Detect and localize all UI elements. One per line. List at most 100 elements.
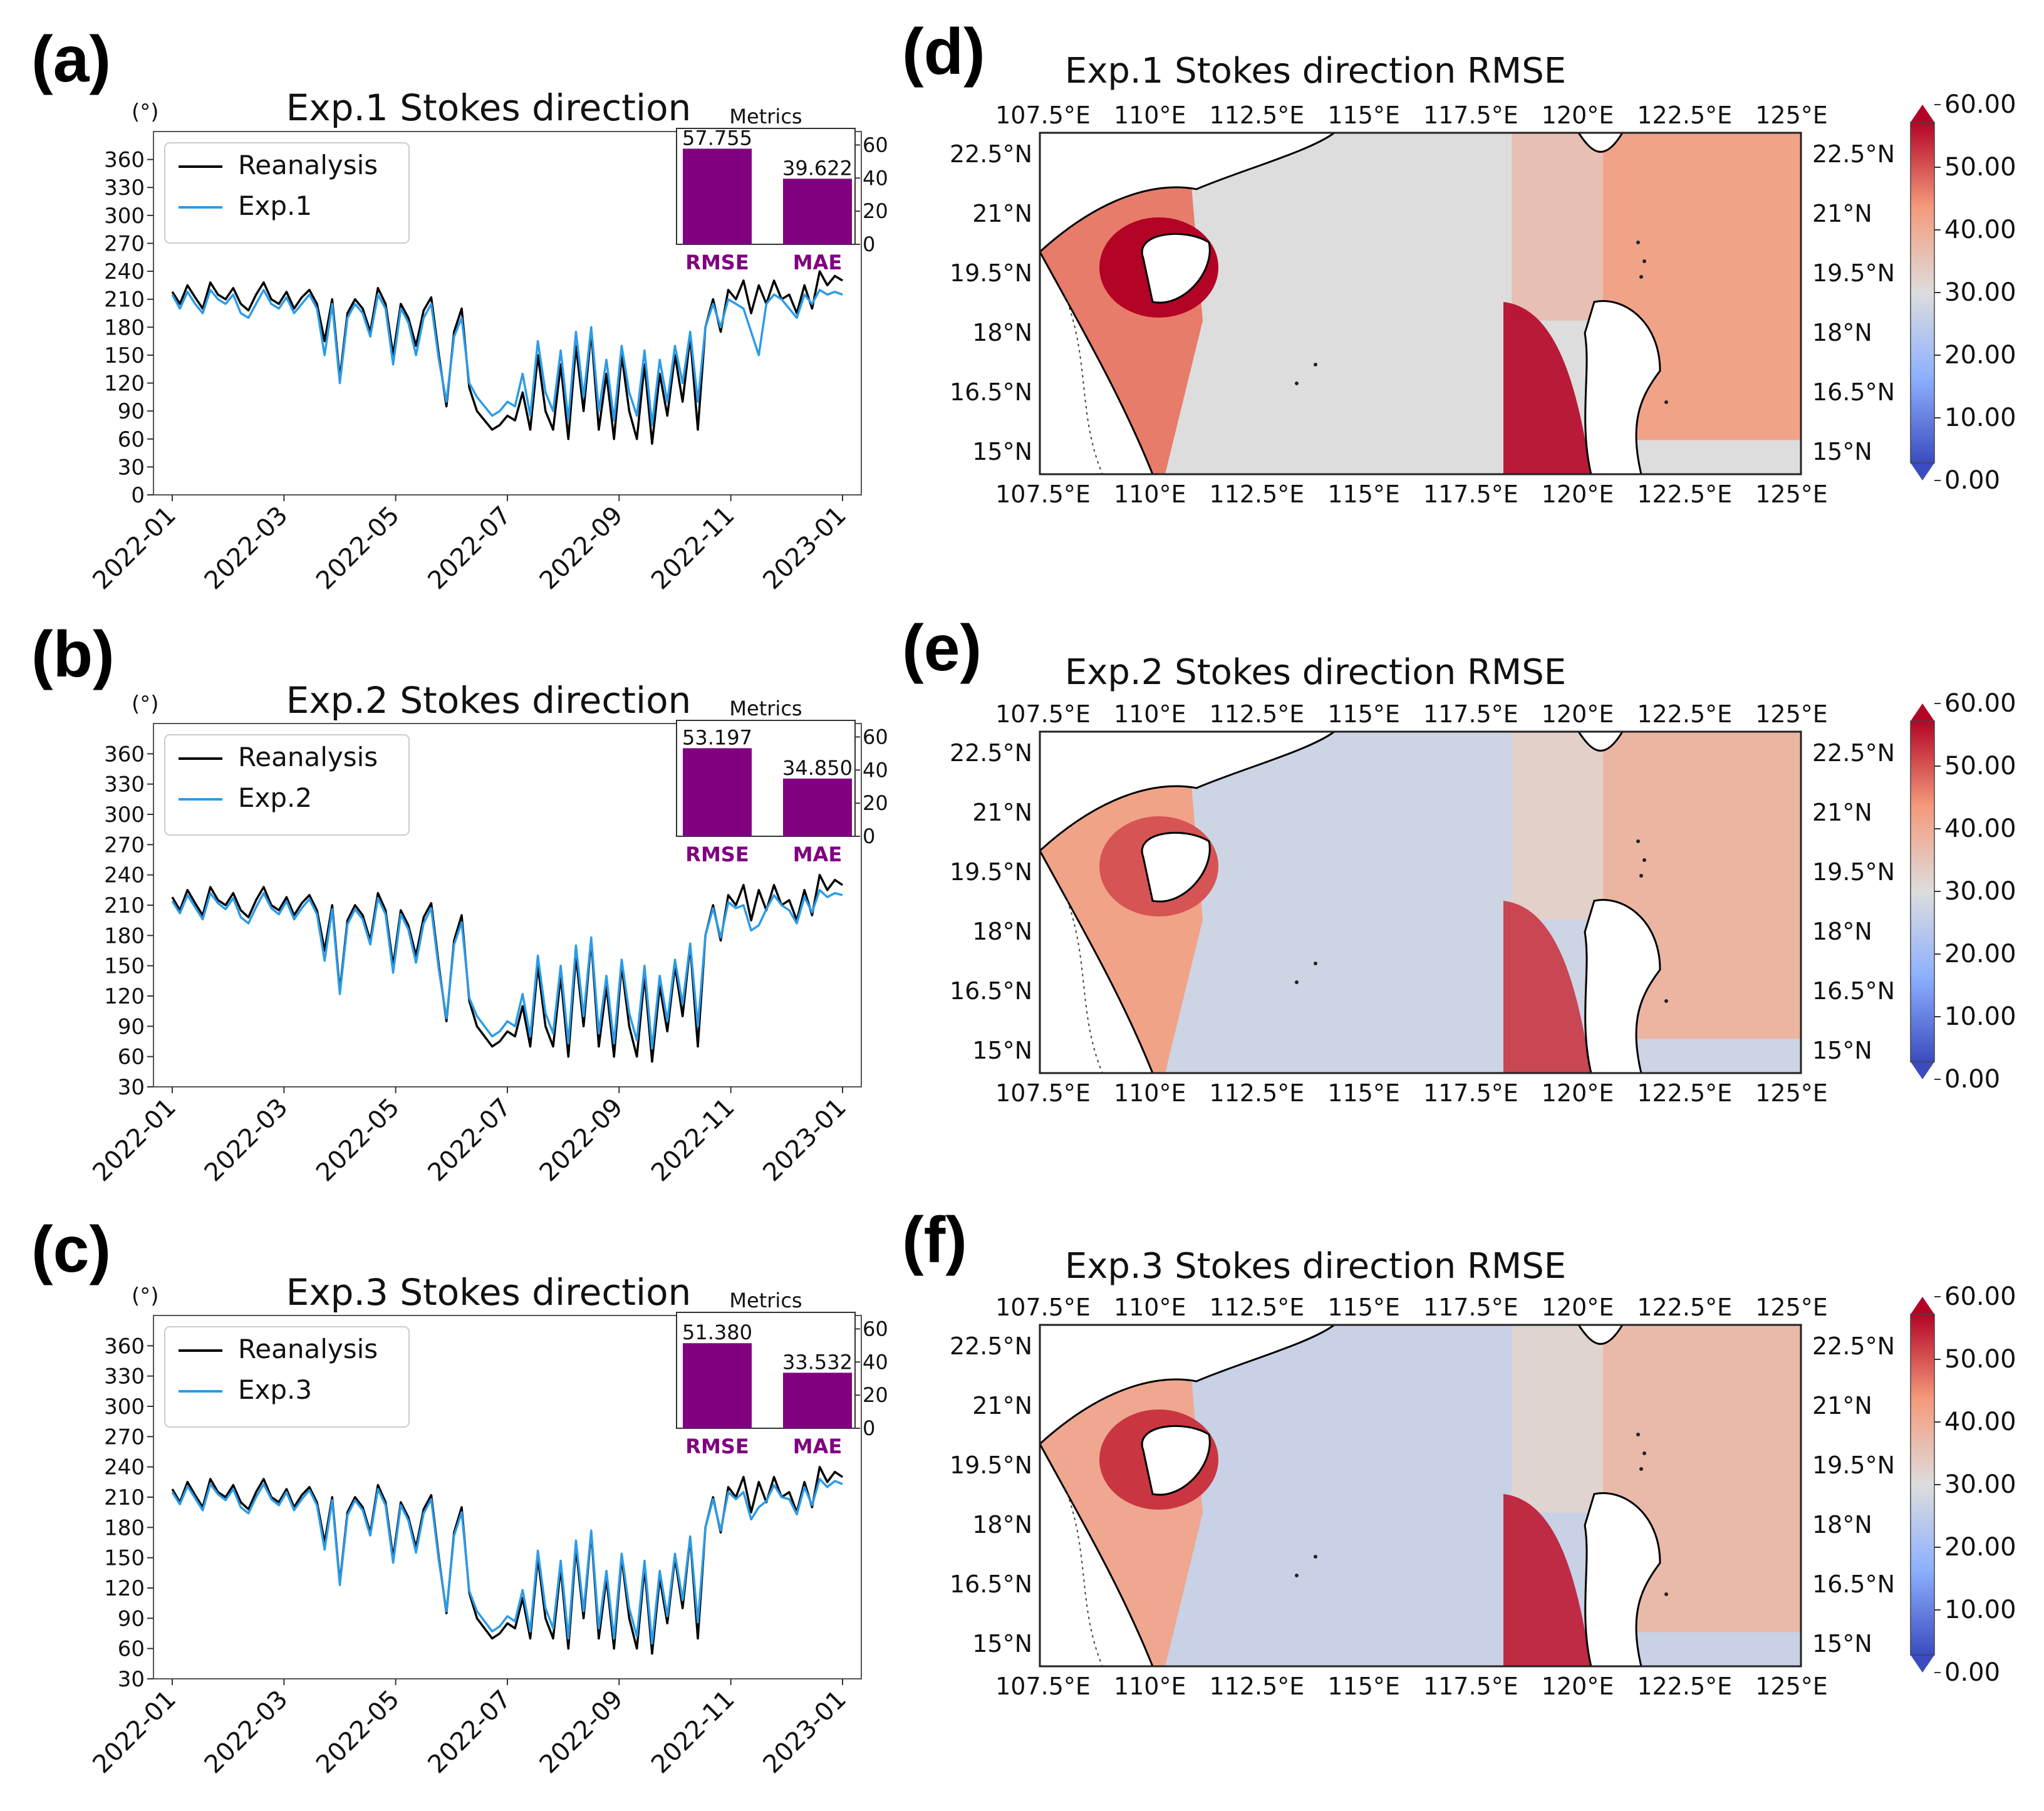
x-tick-label: 2023-01 bbox=[757, 501, 852, 596]
lat-tick-label-left: 19.5°N bbox=[950, 259, 1032, 287]
y-tick-label: 270 bbox=[104, 1424, 145, 1450]
chart-title: Exp.3 Stokes direction bbox=[286, 1271, 692, 1314]
panel-label: (e) bbox=[902, 612, 982, 685]
legend: Reanalysis Exp.2 bbox=[164, 734, 410, 836]
lon-tick-label-top: 112.5°E bbox=[1210, 1294, 1305, 1321]
colorbar-tick-label: 20.00 bbox=[1944, 341, 2016, 370]
x-tick-label: 2022-01 bbox=[87, 501, 182, 596]
y-tick-label: 120 bbox=[104, 371, 145, 397]
map-panel-2: (e) Exp.2 Stokes direction RMSE 107.5°E 107… bbox=[902, 612, 2016, 1107]
border-line bbox=[1064, 894, 1103, 1074]
border-line bbox=[1064, 1487, 1103, 1667]
metric-bar-mae bbox=[783, 778, 852, 836]
island-dot bbox=[1639, 275, 1643, 279]
y-tick-label: 330 bbox=[104, 772, 145, 797]
series-line-reanalysis bbox=[171, 1465, 843, 1655]
lon-tick-label-bottom: 115°E bbox=[1327, 480, 1400, 508]
colorbar-extend-min bbox=[1911, 1062, 1934, 1079]
colorbar-tick-label: 40.00 bbox=[1944, 1408, 2016, 1436]
island-dot bbox=[1639, 874, 1643, 878]
metrics-title: Metrics bbox=[729, 1289, 802, 1312]
metric-name-label: MAE bbox=[793, 843, 842, 866]
region-luzon-strait bbox=[1512, 1325, 1604, 1513]
x-tick-label: 2022-07 bbox=[422, 1093, 517, 1188]
land-luzon bbox=[1584, 899, 1661, 1074]
island-dot bbox=[1295, 980, 1299, 984]
series-line-reanalysis bbox=[171, 270, 843, 445]
lon-tick-label-top: 115°E bbox=[1327, 1294, 1400, 1321]
lat-tick-label-right: 19.5°N bbox=[1812, 1451, 1895, 1479]
metric-bar-rmse bbox=[683, 1343, 752, 1428]
x-tick-label: 2022-05 bbox=[311, 1093, 405, 1188]
y-unit-label: (°) bbox=[132, 100, 159, 125]
metric-name-label: RMSE bbox=[685, 251, 749, 274]
lat-tick-label-left: 15°N bbox=[972, 1037, 1032, 1064]
border-line bbox=[1064, 295, 1103, 475]
lon-tick-label-bottom: 122.5°E bbox=[1637, 1673, 1732, 1700]
colorbar-tick-label: 30.00 bbox=[1944, 877, 2016, 906]
colorbar-tick-label: 0.00 bbox=[1944, 1065, 2000, 1094]
lat-tick-label-right: 16.5°N bbox=[1812, 1570, 1895, 1598]
y-tick-label: 240 bbox=[104, 863, 145, 888]
colorbar-tick-label: 20.00 bbox=[1944, 940, 2016, 968]
metric-bar-mae bbox=[783, 1373, 852, 1428]
y-tick-label: 60 bbox=[118, 427, 145, 452]
y-tick-label: 210 bbox=[104, 288, 145, 313]
land-taiwan bbox=[1577, 730, 1624, 752]
lat-tick-label-left: 15°N bbox=[972, 1630, 1032, 1658]
lon-tick-label-bottom: 120°E bbox=[1542, 1079, 1614, 1107]
x-tick-label: 2022-01 bbox=[87, 1093, 182, 1188]
lon-tick-label-top: 107.5°E bbox=[995, 101, 1091, 129]
lat-tick-label-right: 15°N bbox=[1812, 1630, 1872, 1658]
colorbar-tick-label: 10.00 bbox=[1944, 403, 2016, 432]
land-vietnam bbox=[1039, 850, 1154, 1074]
lon-tick-label-bottom: 122.5°E bbox=[1637, 480, 1732, 508]
legend: Reanalysis Exp.1 bbox=[164, 142, 410, 244]
colorbar-tick-label: 60.00 bbox=[1944, 689, 2016, 718]
y-tick-label: 30 bbox=[118, 1667, 145, 1692]
colorbar-fill bbox=[1911, 721, 1934, 1062]
y-tick-label: 360 bbox=[104, 148, 145, 173]
island-dot bbox=[1314, 962, 1317, 965]
x-tick-label: 2022-11 bbox=[646, 501, 740, 596]
lat-tick-label-left: 22.5°N bbox=[950, 1332, 1032, 1360]
metrics-tick-label: 40 bbox=[863, 758, 888, 782]
lon-tick-label-bottom: 107.5°E bbox=[995, 1673, 1091, 1700]
lat-tick-label-left: 16.5°N bbox=[950, 378, 1032, 406]
land-taiwan bbox=[1577, 1324, 1624, 1345]
y-tick-label: 150 bbox=[104, 1546, 145, 1571]
lat-tick-label-right: 16.5°N bbox=[1812, 378, 1895, 406]
lon-tick-label-top: 120°E bbox=[1542, 1294, 1614, 1321]
colorbar-tick-label: 60.00 bbox=[1944, 1282, 2016, 1311]
map-title: Exp.1 Stokes direction RMSE bbox=[1065, 51, 1566, 91]
island-dot bbox=[1664, 1592, 1668, 1596]
series-line-experiment bbox=[171, 889, 843, 1050]
metric-value-label: 53.197 bbox=[682, 725, 752, 749]
lon-tick-label-top: 107.5°E bbox=[995, 700, 1091, 728]
colorbar: 0.00 10.00 20.00 30.00 40.00 50.00 60.00 bbox=[1910, 90, 2016, 495]
metrics-tick-label: 60 bbox=[863, 1317, 888, 1341]
y-tick-label: 90 bbox=[118, 399, 145, 424]
y-tick-label: 300 bbox=[104, 204, 145, 229]
land-vietnam bbox=[1039, 1443, 1154, 1668]
colorbar-tick-label: 20.00 bbox=[1944, 1533, 2016, 1562]
lon-tick-label-bottom: 120°E bbox=[1542, 480, 1614, 508]
lon-tick-label-top: 112.5°E bbox=[1210, 700, 1305, 728]
timeseries-panel-3: (c) Exp.3 Stokes direction (°) 30 60 90 120 150… bbox=[31, 1213, 888, 1779]
lon-tick-label-top: 115°E bbox=[1327, 101, 1400, 129]
y-tick-label: 240 bbox=[104, 1455, 145, 1480]
island-dot bbox=[1642, 1451, 1646, 1455]
island-dot bbox=[1295, 381, 1299, 385]
y-unit-label: (°) bbox=[132, 1284, 159, 1309]
colorbar-tick-label: 30.00 bbox=[1944, 1470, 2016, 1499]
y-tick-label: 180 bbox=[104, 315, 145, 340]
x-tick-label: 2022-05 bbox=[311, 501, 405, 596]
metric-value-label: 39.622 bbox=[782, 156, 853, 180]
y-tick-label: 210 bbox=[104, 893, 145, 918]
lon-tick-label-top: 117.5°E bbox=[1423, 1294, 1518, 1321]
colorbar-tick-label: 10.00 bbox=[1944, 1002, 2016, 1031]
land-hainan bbox=[1141, 831, 1211, 903]
lat-tick-label-right: 15°N bbox=[1812, 438, 1872, 465]
